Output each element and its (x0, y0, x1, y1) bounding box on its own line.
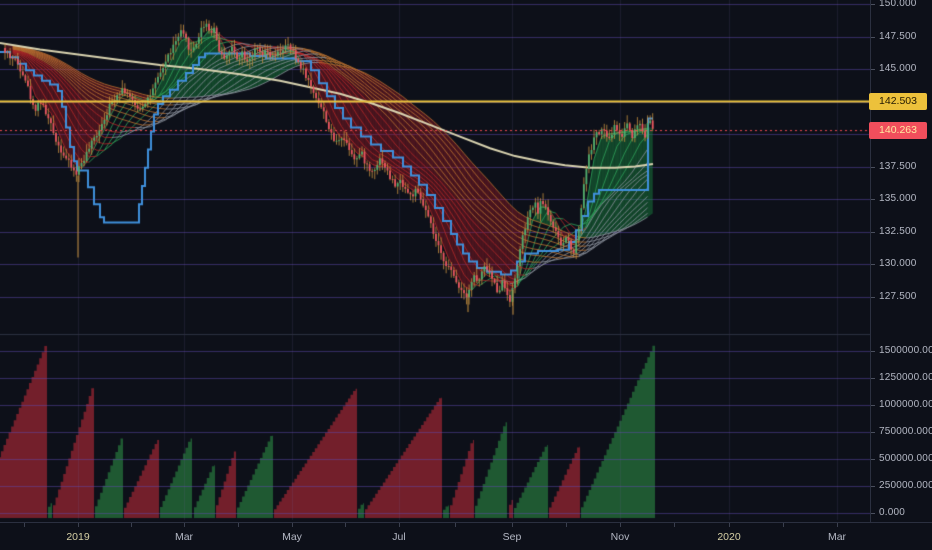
price-axis-tick (871, 4, 875, 5)
time-axis-tick (399, 523, 400, 527)
price-axis-tick (871, 264, 875, 265)
price-axis-tick (871, 432, 875, 433)
price-axis-tick (871, 513, 875, 514)
price-axis-tick (871, 199, 875, 200)
price-axis-tick (871, 351, 875, 352)
price-axis-label: 1000000.000 (879, 399, 932, 410)
price-axis-label: 150.000 (879, 0, 917, 9)
price-axis[interactable]: 142.503 140.263 150.000 147.500 145.000 137… (869, 0, 932, 522)
time-axis-label: Jul (392, 531, 406, 543)
time-axis-tick (238, 523, 239, 527)
time-axis-tick (24, 523, 25, 527)
time-axis-tick (345, 523, 346, 527)
time-axis-tick (78, 523, 79, 527)
time-axis-label: May (282, 531, 302, 543)
time-axis[interactable]: 2019 Mar May Jul Sep Nov 2020 Mar (0, 522, 932, 550)
time-axis-tick (783, 523, 784, 527)
price-axis-tick (871, 296, 875, 298)
price-chart-canvas[interactable] (0, 0, 870, 522)
price-axis-label: 137.500 (879, 160, 917, 172)
price-axis-label: 250000.000 (879, 480, 932, 491)
time-axis-tick (131, 523, 132, 527)
price-axis-label: 145.000 (879, 63, 917, 74)
time-axis-label: 2019 (66, 531, 90, 543)
time-axis-tick (566, 523, 567, 527)
price-axis-label: 147.500 (879, 30, 917, 42)
time-axis-tick (674, 523, 675, 527)
price-axis-tick (871, 36, 875, 38)
time-axis-label: Sep (502, 531, 522, 543)
price-axis-label: 135.000 (879, 193, 917, 204)
time-axis-label: Nov (610, 531, 630, 543)
price-axis-label: 132.500 (879, 225, 917, 237)
price-axis-label: 1500000.000 (879, 345, 932, 356)
price-axis-tick (871, 166, 875, 168)
time-axis-tick (620, 523, 621, 527)
price-axis-label: 130.000 (879, 258, 917, 269)
price-axis-tick (871, 378, 875, 379)
price-axis-label: 127.500 (879, 290, 917, 302)
price-axis-tick (871, 69, 875, 70)
price-axis-label: 750000.000 (879, 426, 932, 437)
price-axis-label: 500000.000 (879, 453, 932, 464)
time-axis-tick (292, 523, 293, 527)
price-axis-tick (871, 459, 875, 460)
price-axis-label: 0.000 (879, 507, 906, 518)
time-axis-label: Mar (827, 531, 847, 543)
time-axis-tick (184, 523, 185, 527)
last-price-label: 140.263 (869, 122, 927, 140)
time-axis-tick (455, 523, 456, 527)
time-axis-label: 2020 (717, 531, 741, 543)
time-axis-tick (512, 523, 513, 527)
alert-price-label[interactable]: 142.503 (869, 93, 927, 110)
price-axis-tick (871, 405, 875, 406)
price-axis-tick (871, 231, 875, 233)
time-axis-tick (729, 523, 730, 527)
time-axis-tick (837, 523, 838, 527)
time-axis-label: Mar (174, 531, 194, 543)
price-axis-tick (871, 486, 875, 487)
price-axis-label: 1250000.000 (879, 372, 932, 383)
